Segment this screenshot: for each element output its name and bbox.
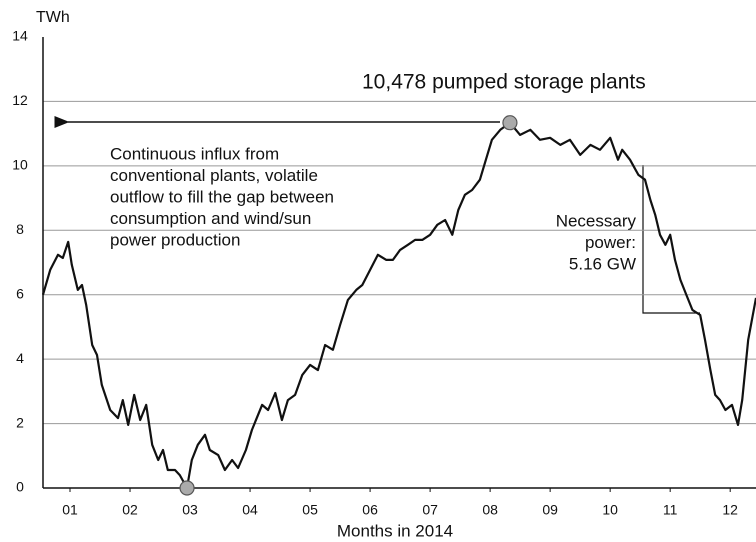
annotation: power production (110, 230, 240, 249)
x-tick-label: 06 (362, 502, 378, 518)
y-tick-label: 10 (12, 157, 28, 173)
y-tick-label: 2 (16, 414, 24, 430)
x-tick-label: 03 (182, 502, 198, 518)
annotation: outflow to fill the gap between (110, 187, 334, 206)
annotation: 5.16 GW (569, 254, 636, 273)
annotation: Continuous influx from (110, 144, 279, 163)
highlight-point (179, 480, 195, 496)
bracket (642, 165, 700, 314)
x-axis-label: Months in 2014 (337, 521, 453, 540)
annotation: 10,478 pumped storage plants (362, 71, 646, 94)
x-tick-label: 07 (422, 502, 438, 518)
x-tick-label: 02 (122, 502, 138, 518)
x-tick-label: 05 (302, 502, 318, 518)
x-tick-label: 08 (482, 502, 498, 518)
x-tick-label: 11 (663, 502, 678, 518)
y-tick-label: 0 (16, 479, 24, 495)
highlight-point (502, 115, 518, 131)
line (41, 121, 756, 490)
y-axis-label: TWh (36, 9, 70, 26)
annotation: conventional plants, volatile (110, 166, 318, 185)
annotation: consumption and wind/sun (110, 209, 311, 228)
x-tick-label: 09 (542, 502, 558, 518)
x-tick-label: 01 (62, 502, 78, 518)
annotation: power: (585, 233, 636, 252)
y-tick-label: 4 (16, 350, 24, 366)
y-tick-label: 12 (12, 92, 28, 108)
annotation: Necessary (556, 211, 637, 230)
x-tick-label: 12 (722, 502, 738, 518)
y-tick-label: 14 (12, 28, 28, 44)
x-tick-label: 10 (602, 502, 618, 518)
y-tick-label: 8 (16, 221, 24, 237)
x-tick-label: 04 (242, 502, 258, 518)
y-tick-label: 6 (16, 285, 24, 301)
